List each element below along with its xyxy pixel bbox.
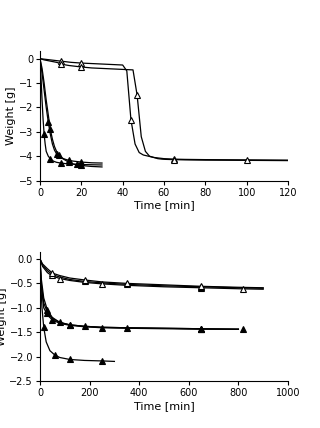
X-axis label: Time [min]: Time [min] xyxy=(134,401,194,410)
Y-axis label: Weight [g]: Weight [g] xyxy=(6,87,16,145)
X-axis label: Time [min]: Time [min] xyxy=(134,200,194,210)
Y-axis label: Weight [g]: Weight [g] xyxy=(0,287,7,345)
